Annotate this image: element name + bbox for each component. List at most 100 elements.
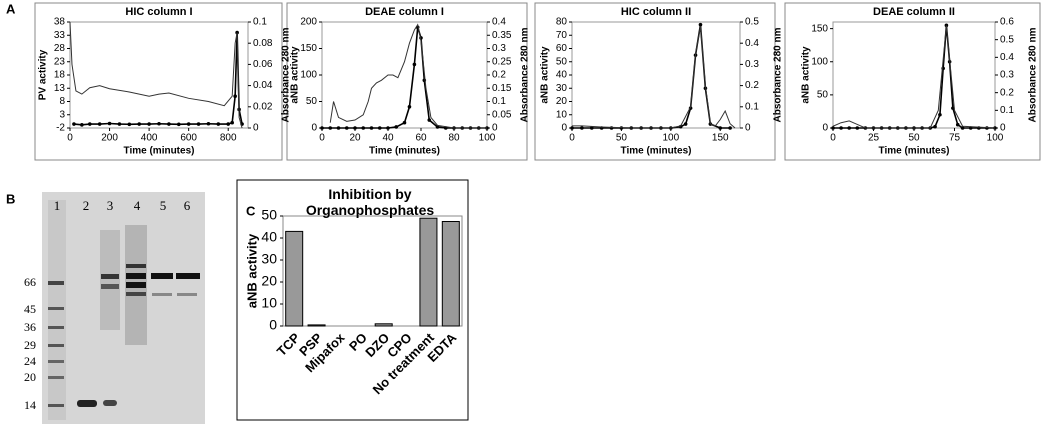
y-tick-label: 0	[269, 317, 277, 333]
y2-tick-label: 0.1	[492, 96, 506, 107]
marker-label: 14	[24, 398, 36, 412]
data-point	[831, 126, 835, 130]
chart-title: HIC column I	[125, 6, 192, 18]
y2-tick-label: 0.4	[1000, 52, 1014, 63]
plot-frame	[571, 21, 741, 129]
data-point	[196, 122, 201, 126]
x-tick-label: 20	[349, 133, 361, 144]
x-tick-label: 600	[180, 133, 197, 144]
y-tick-label: -2	[56, 123, 65, 134]
data-point	[570, 126, 574, 130]
data-point	[157, 121, 161, 126]
series-line	[73, 32, 243, 126]
data-point	[167, 122, 171, 126]
y-tick-label: 10	[556, 109, 568, 120]
marker-label: 29	[24, 338, 36, 352]
y-tick-label: 28	[54, 43, 66, 54]
y-tick-label: 80	[556, 17, 568, 28]
bar	[441, 221, 460, 327]
y2-tick-label: 0.08	[253, 38, 273, 49]
series-line	[572, 24, 731, 129]
y2-tick-label: 0.3	[1000, 70, 1014, 81]
data-point	[117, 122, 122, 126]
bar	[307, 324, 326, 327]
data-point	[580, 126, 584, 130]
y-tick-label: 50	[556, 56, 568, 67]
y2-tick-label: 0.4	[745, 38, 759, 49]
y2-tick-label: 0.02	[253, 101, 273, 112]
y-tick-label: 10	[261, 295, 277, 311]
panel-frame	[784, 2, 1041, 161]
data-point	[328, 126, 333, 130]
y2-tick-label: 0	[1000, 123, 1006, 134]
x-tick-label: 150	[712, 133, 729, 144]
x-tick-label: 50	[908, 133, 920, 144]
data-point	[377, 126, 382, 130]
lane-label: 5	[160, 198, 167, 213]
data-point	[107, 121, 112, 126]
y-tick-label: 150	[300, 43, 317, 54]
y2-tick-label: 0.6	[1000, 17, 1014, 28]
series-line	[69, 21, 243, 129]
x-tick-label: 400	[141, 133, 158, 144]
chart-title: DEAE column I	[365, 6, 444, 18]
x-axis-label: Time (minutes)	[124, 146, 195, 157]
x-tick-label: 100	[662, 133, 679, 144]
data-point	[176, 122, 181, 127]
y2-tick-label: 0.25	[492, 56, 512, 67]
y-tick-label: 100	[300, 70, 317, 81]
data-point	[386, 126, 390, 130]
y2-tick-label: 0.05	[492, 109, 512, 120]
data-point	[435, 125, 440, 129]
y-axis-label: aNB activity	[290, 46, 301, 104]
panel-frame	[534, 2, 776, 161]
chart-title: DEAE column II	[873, 6, 955, 18]
marker-label: 36	[24, 320, 36, 334]
data-point	[394, 125, 399, 129]
data-point	[683, 122, 688, 126]
data-point	[698, 22, 703, 27]
x-tick-label: 75	[949, 133, 961, 144]
y-axis-label: aNB activity	[801, 46, 812, 104]
data-point	[87, 122, 92, 126]
data-point	[320, 126, 324, 130]
lane-label: 3	[107, 198, 114, 213]
x-tick-label: TCP	[274, 330, 303, 359]
y-tick-label: 30	[261, 251, 277, 267]
lane-label: 6	[184, 198, 191, 213]
y-tick-label: 150	[811, 23, 828, 34]
y-tick-label: 23	[54, 56, 66, 67]
y2-tick-label: 0.35	[492, 30, 512, 41]
data-point	[336, 126, 341, 130]
data-point	[97, 122, 102, 126]
data-point	[993, 126, 997, 130]
data-point	[609, 126, 614, 130]
series-line	[833, 25, 995, 129]
marker-label: 24	[24, 354, 36, 368]
y2-tick-label: 0.5	[745, 17, 759, 28]
data-point	[855, 126, 860, 130]
data-point	[137, 122, 142, 126]
y-tick-label: 13	[54, 83, 66, 94]
data-point	[933, 124, 937, 129]
y2-tick-label: 0	[492, 123, 498, 134]
panel-label: A	[6, 1, 16, 16]
y-tick-label: 0	[822, 123, 828, 134]
panel-frame	[34, 2, 283, 161]
x-tick-label: 0	[67, 133, 73, 144]
y-tick-label: 100	[811, 56, 828, 67]
marker-label: 45	[24, 302, 36, 316]
data-point	[960, 126, 965, 130]
x-tick-label: 0	[569, 133, 575, 144]
data-point	[718, 126, 723, 130]
y2-tick-label: 0.5	[1000, 34, 1014, 45]
y2-tick-label: 0.2	[492, 70, 506, 81]
y2-tick-label: 0	[745, 123, 751, 134]
y2-tick-label: 0.1	[745, 101, 759, 112]
y-tick-label: 60	[556, 43, 568, 54]
data-point	[80, 123, 84, 127]
gel-image	[42, 192, 205, 424]
x-axis-label: Time (minutes)	[369, 146, 440, 157]
panel-label: C	[246, 203, 256, 218]
